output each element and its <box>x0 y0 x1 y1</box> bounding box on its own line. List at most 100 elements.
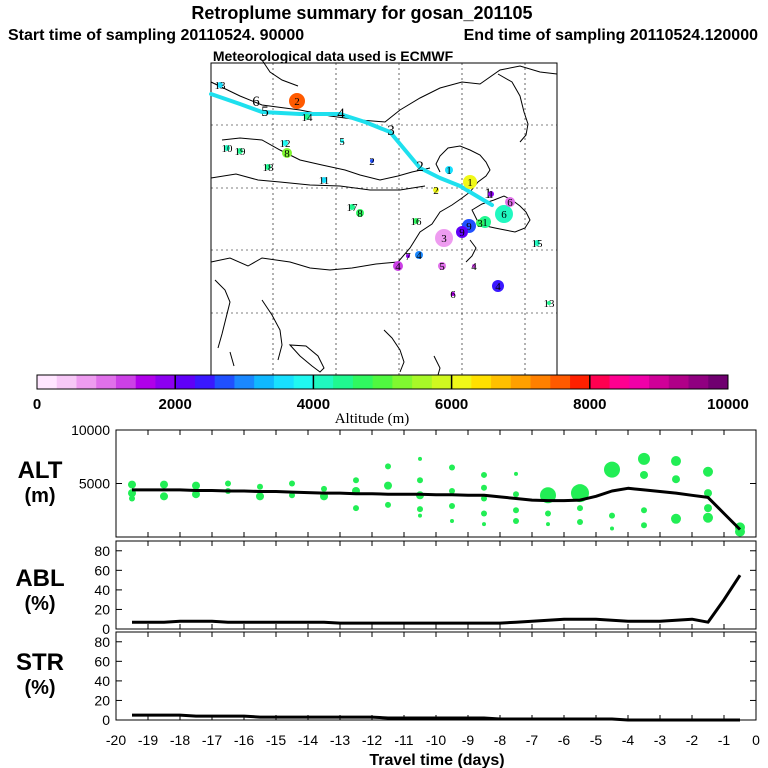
alt-plume-point <box>353 477 359 484</box>
colorbar-swatch <box>155 375 176 389</box>
colorbar-frame <box>36 374 729 390</box>
cluster-marker: 16 <box>411 216 423 228</box>
trajectory-day-label: 3 <box>387 123 395 139</box>
str-series-line <box>132 713 740 722</box>
alt-plume-point <box>418 513 422 518</box>
alt-plume-point <box>481 471 487 478</box>
alt-panel-title: ALT <box>18 457 63 484</box>
cluster-label: 4 <box>471 261 477 273</box>
cluster-marker: 15 <box>532 238 544 250</box>
cluster-label: 6 <box>501 209 507 221</box>
cluster-marker: 2 <box>433 185 439 197</box>
cluster-marker: 9 <box>456 226 468 239</box>
alt-plume-point <box>450 518 454 523</box>
cluster-marker: 6 <box>495 205 513 223</box>
colorbar-tick-label: 2000 <box>159 396 192 413</box>
alt-plume-point <box>604 461 620 478</box>
cluster-label: 12 <box>280 138 291 150</box>
cluster-label: 9 <box>459 227 465 239</box>
x-tick-label: -13 <box>330 732 350 748</box>
cluster-dot <box>438 262 446 270</box>
trajectory-day-label: 4 <box>337 106 345 122</box>
cluster-dot <box>495 205 513 223</box>
alt-plume-point <box>481 484 487 491</box>
str-y-tick-label: 40 <box>94 673 110 689</box>
colorbar-swatch <box>550 375 571 389</box>
alt-plume-point <box>513 507 519 514</box>
trajectory-day-label: 5 <box>261 104 269 120</box>
colorbar-swatch <box>254 375 275 389</box>
cluster-marker: 11 <box>319 175 330 187</box>
cluster-label: 15 <box>532 238 544 250</box>
x-tick-label: -18 <box>170 732 190 748</box>
x-tick-label: -4 <box>622 732 635 748</box>
cluster-label: 4 <box>395 261 401 273</box>
cluster-label: 10 <box>222 143 234 155</box>
x-tick-label: -16 <box>234 732 254 748</box>
alt-plume-point <box>672 475 680 484</box>
cluster-label: 14 <box>302 112 314 124</box>
cluster-dot <box>463 175 477 189</box>
alt-plume-point <box>481 510 487 517</box>
figure-title: Retroplume summary for gosan_201105 <box>191 3 532 23</box>
alt-plume-point <box>514 471 518 476</box>
alt-plume-point <box>128 480 136 489</box>
cluster-label: 8 <box>284 148 290 160</box>
cluster-label: 6 <box>507 197 513 209</box>
alt-plume-point <box>225 480 231 487</box>
cluster-marker: 13 <box>544 298 556 310</box>
abl-y-tick-label: 40 <box>94 582 110 598</box>
alt-plume-point <box>192 490 200 499</box>
colorbar-swatch <box>372 375 393 389</box>
str-panel: STR (%) 0 20 40 60 80 <box>16 631 757 728</box>
colorbar-swatches <box>37 375 729 389</box>
cluster-marker: 3 <box>476 218 484 230</box>
cluster-label: 1 <box>482 217 488 229</box>
cluster-marker: 1 <box>445 165 453 177</box>
alt-plume-point <box>482 522 486 527</box>
alt-plume-point <box>353 505 359 512</box>
cluster-dot <box>451 292 455 296</box>
alt-plume-point <box>513 517 519 524</box>
coastlines <box>210 59 558 376</box>
colorbar-swatch <box>175 375 196 389</box>
alt-plume-point <box>160 492 168 501</box>
x-tick-label: -5 <box>590 732 603 748</box>
alt-plume-point <box>640 470 648 479</box>
colorbar-tick-label: 10000 <box>707 396 749 413</box>
str-y-tick-label: 60 <box>94 653 110 669</box>
colorbar-swatch <box>688 375 709 389</box>
abl-panel-title: ABL <box>15 565 64 592</box>
alt-plume-point <box>704 489 712 498</box>
alt-panel-unit: (m) <box>24 485 55 507</box>
cluster-dot <box>547 301 551 305</box>
trajectory-map: 123456 111122334445566678899101112131314… <box>209 59 558 376</box>
colorbar-swatch <box>649 375 670 389</box>
alt-plume-point <box>513 491 519 498</box>
cluster-marker: 10 <box>222 143 234 155</box>
cluster-marker: 12 <box>280 138 291 150</box>
cluster-marker: 4 <box>393 261 403 273</box>
x-tick-label: 0 <box>752 732 760 748</box>
alt-plume-point <box>641 522 647 529</box>
cluster-dot <box>433 187 439 193</box>
colorbar-swatch <box>234 375 255 389</box>
colorbar-swatch <box>609 375 630 389</box>
cluster-label: 18 <box>263 162 275 174</box>
colorbar-swatch <box>431 375 453 389</box>
x-tick-label: -17 <box>202 732 222 748</box>
colorbar-swatch <box>570 375 591 389</box>
cluster-dot <box>505 197 515 207</box>
colorbar-swatch <box>293 375 314 389</box>
cluster-marker: 5 <box>438 261 446 273</box>
cluster-label: 1 <box>446 165 452 177</box>
cluster-label: 6 <box>450 289 456 301</box>
alt-plume-point <box>609 512 615 519</box>
cluster-label: 16 <box>411 216 423 228</box>
altitude-colorbar: 0 2000 4000 6000 8000 10000 Altitude (m) <box>33 374 749 427</box>
cluster-dot <box>406 254 410 258</box>
colorbar-tick-label: 6000 <box>435 396 468 413</box>
cluster-dot <box>456 226 468 238</box>
colorbar-swatch <box>37 375 58 389</box>
alt-plume-point <box>384 481 392 490</box>
